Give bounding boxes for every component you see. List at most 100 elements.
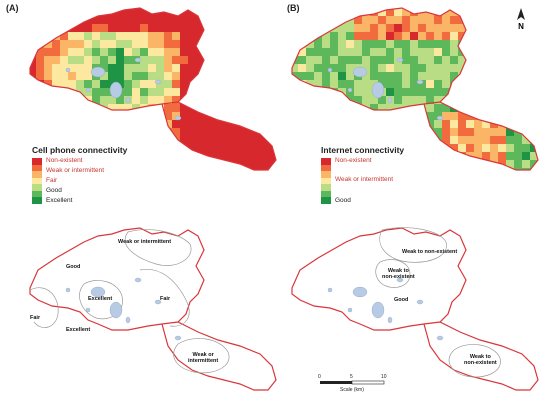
heat-cell — [418, 120, 427, 129]
heat-cell — [196, 168, 205, 170]
heat-cell — [212, 104, 221, 113]
heat-cell — [148, 80, 157, 89]
heat-cell — [482, 64, 491, 73]
heat-cell — [268, 48, 276, 57]
heat-cell — [418, 24, 427, 33]
heat-cell — [268, 80, 276, 89]
heat-cell — [60, 64, 69, 73]
heat-cell — [68, 48, 77, 57]
heat-cell — [322, 120, 331, 129]
heat-cell — [442, 104, 451, 113]
heat-cell — [338, 120, 347, 129]
heat-cell — [36, 8, 45, 9]
heat-cell — [354, 104, 363, 113]
heat-cell — [292, 136, 299, 145]
heat-cell — [68, 56, 77, 65]
heat-cell — [314, 72, 323, 81]
heat-cell — [362, 56, 371, 65]
heat-cell — [156, 56, 165, 65]
heat-cell — [236, 40, 245, 49]
heat-cell — [60, 48, 69, 57]
heat-cell — [370, 32, 379, 41]
heat-cell — [482, 104, 491, 113]
heat-cell — [148, 24, 157, 33]
heat-cell — [306, 8, 315, 9]
heat-cell — [514, 136, 523, 145]
heat-cell — [482, 16, 491, 25]
cell-zone-label: Excellent — [66, 327, 91, 333]
heat-cell — [212, 8, 221, 9]
heat-cell — [212, 32, 221, 41]
heat-cell — [474, 8, 483, 9]
heat-cell — [450, 168, 459, 170]
heat-cell — [148, 88, 157, 97]
heat-cell — [402, 128, 411, 137]
heat-cell — [402, 24, 411, 33]
heat-cell — [236, 8, 245, 17]
heat-cell — [362, 48, 371, 57]
heat-cell — [306, 56, 315, 65]
heat-cell — [538, 88, 546, 96]
heat-cell — [514, 104, 523, 113]
heat-cell — [228, 96, 237, 105]
heat-cell — [522, 56, 531, 65]
heat-cell — [410, 48, 419, 57]
heat-cell — [442, 32, 451, 41]
heat-cell — [322, 8, 331, 9]
heat-cell — [330, 96, 339, 105]
heat-cell — [450, 128, 459, 137]
heat-cell — [506, 16, 515, 25]
heat-cell — [132, 160, 141, 169]
heat-cell — [482, 128, 491, 137]
heat-cell — [434, 104, 443, 113]
heat-cell — [362, 112, 371, 121]
heat-cell — [30, 8, 37, 9]
heat-cell — [378, 112, 387, 121]
heat-cell — [338, 8, 347, 17]
heat-cell — [522, 96, 531, 105]
heat-cell — [370, 128, 379, 137]
heat-cell — [506, 32, 515, 41]
heat-cell — [514, 112, 523, 121]
heat-cell — [36, 128, 45, 137]
heat-cell — [450, 40, 459, 49]
heat-cell — [188, 32, 197, 41]
heat-cell — [298, 120, 307, 129]
heat-cell — [276, 8, 284, 16]
heat-cell — [36, 136, 45, 145]
heat-cell — [244, 40, 253, 49]
heat-cell — [434, 16, 443, 25]
heat-cell — [482, 48, 491, 57]
heat-cell — [482, 24, 491, 33]
heat-cell — [100, 80, 109, 89]
heat-cell — [228, 80, 237, 89]
heat-cell — [458, 128, 467, 137]
heat-cell — [172, 24, 181, 33]
heat-cell — [36, 120, 45, 129]
heat-cell — [322, 136, 331, 145]
heat-cell — [298, 128, 307, 137]
heat-cell — [466, 128, 475, 137]
heat-cell — [434, 8, 443, 9]
heat-cell — [466, 8, 475, 9]
heat-cell — [466, 48, 475, 57]
heat-cell — [450, 120, 459, 129]
lake — [125, 96, 131, 104]
heat-cell — [474, 136, 483, 145]
heat-cell — [260, 8, 269, 9]
heat-cell — [188, 160, 197, 169]
heat-cell — [490, 144, 499, 153]
heat-cell — [76, 80, 85, 89]
heat-cell — [354, 24, 363, 33]
heat-cell — [244, 96, 253, 105]
heat-cell — [252, 120, 261, 129]
heat-cell — [370, 48, 379, 57]
heat-cell — [276, 80, 284, 88]
heat-cell — [370, 8, 379, 9]
heat-cell — [498, 136, 507, 145]
heat-cell — [386, 88, 395, 97]
heat-cell — [538, 8, 546, 16]
heat-cell — [506, 128, 515, 137]
heat-cell — [474, 40, 483, 49]
heat-cell — [156, 128, 165, 137]
